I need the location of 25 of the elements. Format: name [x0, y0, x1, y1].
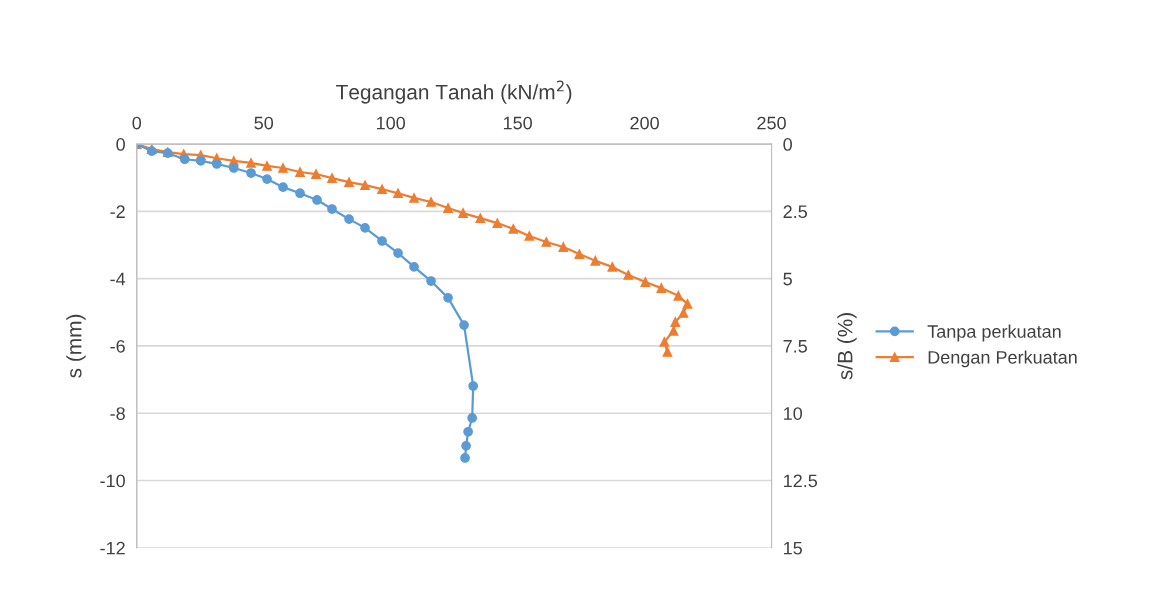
y2-tick-label: 12.5: [784, 474, 818, 488]
legend-label: Dengan Perkuatan: [928, 350, 1077, 368]
y-tick-label: -4: [110, 272, 126, 286]
y-tick-label: 0: [116, 138, 125, 151]
y2-tick-label: 15: [784, 541, 802, 555]
y-axis-title: s (mm): [66, 314, 86, 378]
legend-label: Tanpa perkuatan: [927, 324, 1061, 342]
y2-tick-label: 10: [784, 407, 803, 420]
x-tick-label: 0: [132, 116, 142, 130]
y2-tick-label: 0: [783, 138, 792, 151]
x-axis-title: Tegangan Tanah (kN/m$^{2}$): [336, 80, 572, 104]
y2-tick-label: 7.5: [783, 340, 807, 353]
x-tick-label: 250: [757, 116, 786, 130]
x-tick-label: 100: [377, 116, 406, 130]
y2-tick-label: 5: [783, 272, 792, 286]
y-tick-label: -6: [110, 339, 125, 353]
y-tick-label: -8: [110, 407, 125, 420]
x-tick-label: 200: [630, 116, 659, 130]
y-tick-label: -10: [100, 474, 125, 488]
y-tick-label: -12: [100, 541, 125, 555]
y-tick-label: -2: [110, 205, 125, 218]
x-tick-label: 50: [254, 116, 274, 130]
y2-tick-label: 2.5: [783, 205, 807, 219]
y2-axis-title: s/B (%): [837, 313, 857, 380]
x-tick-label: 150: [503, 116, 532, 130]
